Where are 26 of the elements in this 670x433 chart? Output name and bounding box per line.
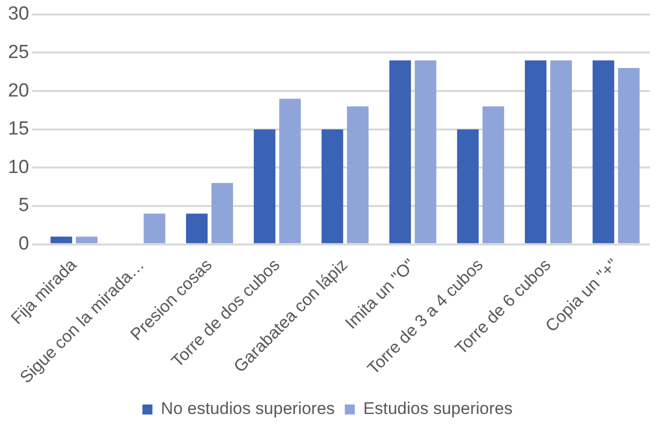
- y-tick-label: 10: [8, 156, 30, 178]
- bar: [550, 60, 572, 244]
- bar: [254, 129, 276, 244]
- bar: [618, 68, 640, 244]
- bar: [389, 60, 411, 244]
- bar: [279, 98, 301, 244]
- bar: [322, 129, 344, 244]
- bar: [592, 60, 614, 244]
- y-tick-label: 25: [8, 42, 30, 63]
- bar: [346, 106, 369, 244]
- bar: [186, 214, 208, 244]
- y-tick-label: 15: [8, 118, 30, 140]
- bar: [76, 236, 98, 244]
- y-tick-label: 30: [8, 4, 30, 25]
- y-tick-label: 20: [8, 80, 30, 102]
- bar: [524, 60, 546, 244]
- bar: [414, 60, 436, 244]
- y-tick-label: 0: [18, 234, 30, 255]
- bar: [211, 183, 234, 244]
- bar: [144, 214, 166, 244]
- legend-label: No estudios superiores: [160, 399, 335, 418]
- legend-label: Estudios superiores: [363, 399, 513, 418]
- bar: [50, 236, 72, 244]
- bar: [457, 129, 479, 244]
- y-tick-label: 5: [18, 195, 30, 216]
- bar: [482, 106, 504, 244]
